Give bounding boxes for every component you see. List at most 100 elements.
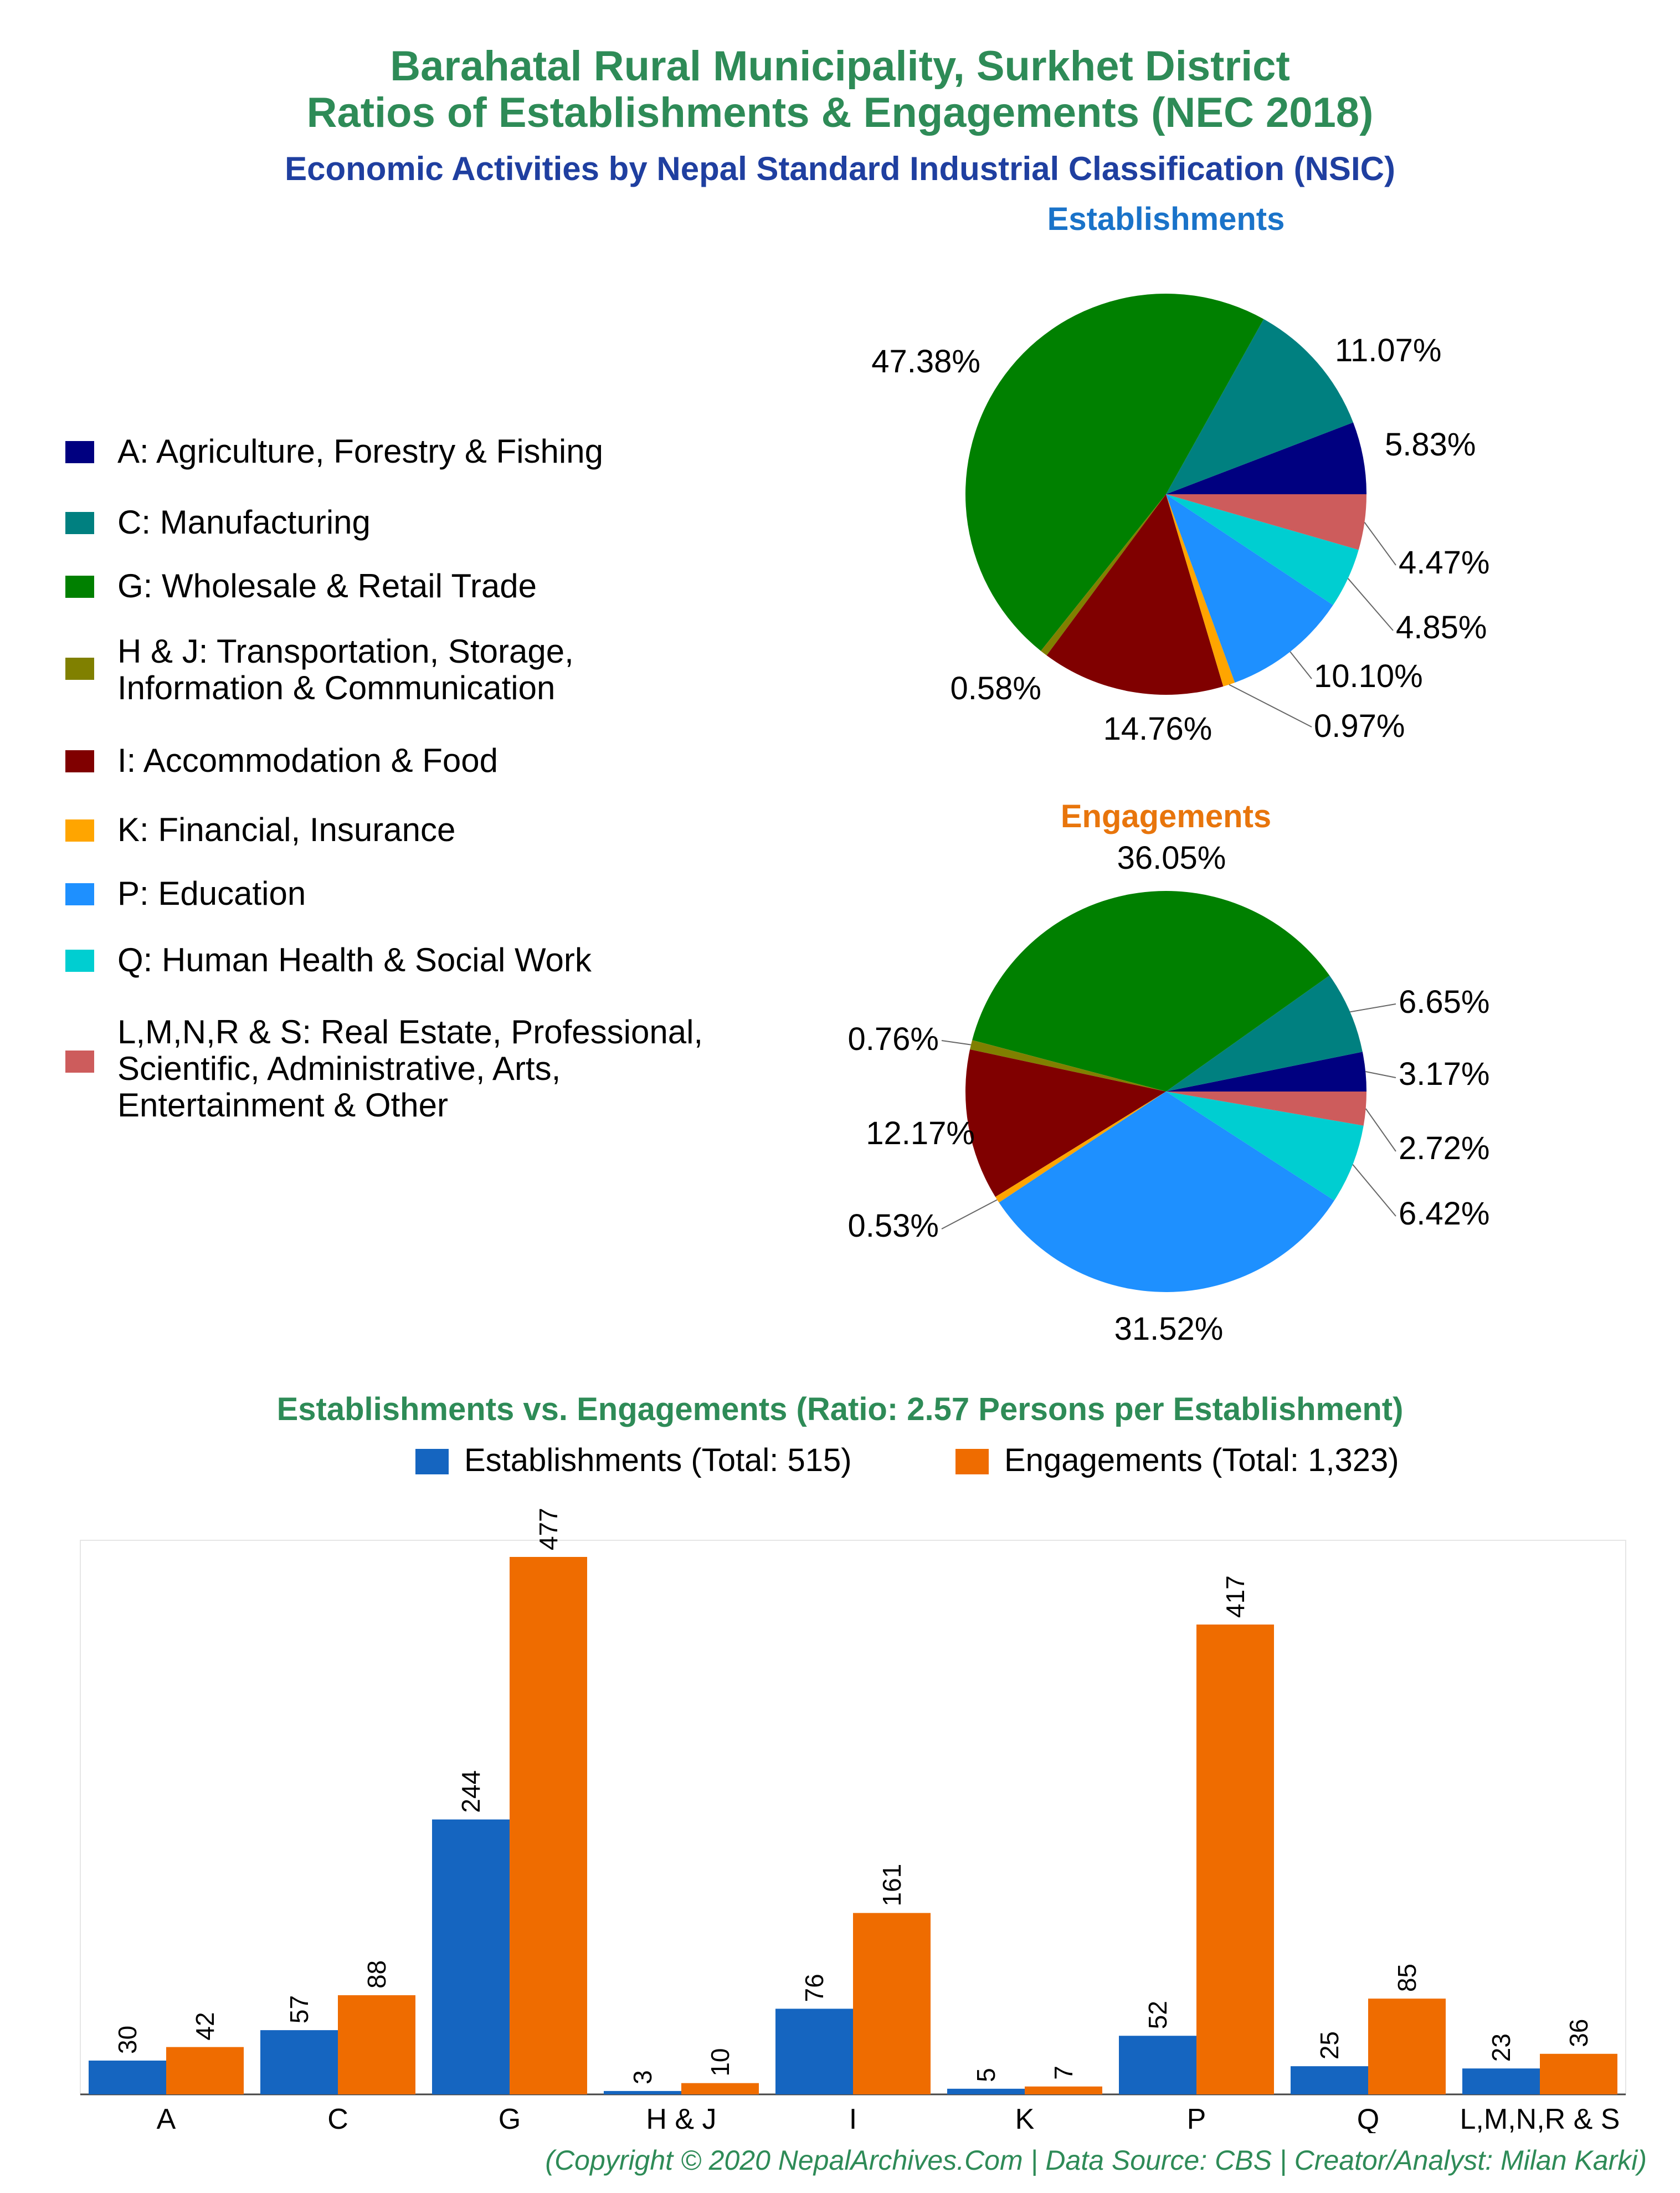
legend-label-hj: H & J: Transportation, Storage, Informat… — [117, 633, 574, 706]
legend-label-lmnrs: L,M,N,R & S: Real Estate, Professional, … — [117, 1013, 703, 1124]
bar-l-m-n-r-s-engagements — [1540, 2053, 1617, 2094]
pie-slice-q — [1166, 1092, 1364, 1201]
x-tick-label-p: P — [1187, 2103, 1206, 2133]
chart-title-line-2: Ratios of Establishments & Engagements (… — [306, 89, 1374, 136]
legend-swatch-q — [65, 950, 94, 972]
bar-value-label-k-establishments: 5 — [972, 2068, 1000, 2082]
pie-leader-line-l-m-n-r-s — [1364, 522, 1396, 566]
bar-value-label-a-engagements: 42 — [191, 2012, 219, 2040]
pie-slice-i — [1046, 494, 1224, 695]
pie-slice-a — [1166, 1052, 1367, 1092]
pie-label-l-m-n-r-s: 4.47% — [1399, 545, 1489, 581]
bar-legend-engagements: Engagements (Total: 1,323) — [955, 1442, 1399, 1479]
bar-value-label-l-m-n-r-s-establishments: 23 — [1487, 2033, 1515, 2062]
legend-swatch-a — [65, 441, 94, 463]
bar-g-establishments — [432, 1819, 510, 2094]
legend-swatch-hj — [65, 658, 94, 680]
bar-q-establishments — [1291, 2066, 1368, 2094]
pie-leader-line-q — [1352, 1164, 1396, 1217]
pie-slice-c — [1166, 319, 1353, 494]
bar-p-engagements — [1196, 1625, 1274, 2094]
pie-leader-line-k — [1229, 684, 1312, 727]
pie-label-l-m-n-r-s: 2.72% — [1399, 1130, 1489, 1166]
pie-slice-g — [965, 293, 1264, 651]
pie-label-k: 0.53% — [848, 1208, 939, 1244]
chart-title-line-1: Barahatal Rural Municipality, Surkhet Di… — [390, 43, 1290, 90]
bar-value-label-h-j-establishments: 3 — [628, 2070, 657, 2084]
legend-label-g: G: Wholesale & Retail Trade — [117, 567, 537, 604]
pie-label-i: 12.17% — [866, 1115, 975, 1151]
bar-chart-title: Establishments vs. Engagements (Ratio: 2… — [276, 1391, 1404, 1427]
bar-value-label-h-j-engagements: 10 — [706, 2048, 734, 2076]
x-tick-label-a: A — [157, 2103, 176, 2133]
pie-label-c: 11.07% — [1335, 332, 1441, 368]
bar-a-engagements — [166, 2047, 244, 2094]
bar-a-establishments — [89, 2060, 166, 2094]
pie-label-a: 3.17% — [1399, 1056, 1489, 1092]
pie-slice-k — [995, 1092, 1166, 1203]
legend-label-a: A: Agriculture, Forestry & Fishing — [117, 433, 603, 470]
bar-value-label-g-engagements: 477 — [534, 1508, 563, 1550]
bar-k-establishments — [947, 2088, 1025, 2094]
bar-c-establishments — [260, 2030, 338, 2094]
legend-swatch-engagements — [955, 1449, 989, 1474]
pie-label-a: 5.83% — [1385, 427, 1476, 463]
legend-label-p: P: Education — [117, 875, 306, 912]
legend-swatch-k — [65, 819, 94, 842]
engagements-pie-chart: 3.17% 6.65% 36.05% 0.76% 12.17% 0.53% 31.52% 6.… — [848, 840, 1490, 1347]
engagements-pie-title: Engagements — [1060, 798, 1272, 834]
pie-slice-p — [1166, 494, 1333, 683]
bar-value-label-q-establishments: 25 — [1315, 2031, 1344, 2059]
pie-slice-k — [1166, 494, 1235, 686]
bar-value-label-k-engagements: 7 — [1049, 2066, 1078, 2080]
pie-label-k: 0.97% — [1314, 708, 1405, 744]
pie-label-q: 6.42% — [1399, 1196, 1489, 1232]
pie-leader-line-l-m-n-r-s — [1365, 1108, 1396, 1152]
legend-swatch-c — [65, 512, 94, 534]
bar-l-m-n-r-s-establishments — [1462, 2068, 1540, 2094]
pie-leader-line-h-j — [941, 1040, 972, 1046]
pie-slice-c — [1166, 975, 1363, 1092]
pie-label-i: 14.76% — [1103, 711, 1213, 747]
pie-label-h-j: 0.76% — [848, 1021, 939, 1057]
pie-label-g: 47.38% — [871, 344, 980, 380]
pie-label-q: 4.85% — [1396, 609, 1487, 645]
bar-value-label-p-establishments: 52 — [1143, 2001, 1172, 2029]
legend-swatch-g — [65, 576, 94, 598]
legend-swatch-establishments — [415, 1449, 449, 1474]
bar-value-label-p-engagements: 417 — [1221, 1575, 1250, 1618]
establishments-pie-chart: 5.83% 11.07% 47.38% 0.58% 14.76% 0.97% 10.10% 4… — [871, 293, 1489, 747]
pie-slice-p — [999, 1092, 1334, 1293]
legend-label-i: I: Accommodation & Food — [117, 742, 499, 779]
bar-i-engagements — [853, 1913, 931, 2094]
bar-p-establishments — [1119, 2036, 1196, 2094]
pie-slice-l-m-n-r-s — [1166, 1092, 1367, 1126]
bar-value-label-c-engagements: 88 — [362, 1960, 391, 1989]
x-tick-label-q: Q — [1357, 2103, 1379, 2133]
bar-value-label-l-m-n-r-s-engagements: 36 — [1564, 2019, 1593, 2047]
legend-label-establishments: Establishments (Total: 515) — [464, 1442, 852, 1478]
x-tick-label-h-j: H & J — [646, 2103, 716, 2133]
copyright-footer: (Copyright © 2020 NepalArchives.Com | Da… — [545, 2145, 1647, 2176]
pie-slice-a — [1166, 422, 1367, 494]
legend-swatch-p — [65, 883, 94, 905]
pie-label-c: 6.65% — [1399, 984, 1489, 1020]
pie-label-g: 36.05% — [1117, 840, 1226, 876]
x-tick-label-l-m-n-r-s: L,M,N,R & S — [1460, 2103, 1620, 2133]
x-tick-label-g: G — [499, 2103, 521, 2133]
bar-g-engagements — [510, 1557, 587, 2094]
establishments-pie-title: Establishments — [1047, 201, 1285, 237]
pie-slice-i — [965, 1049, 1166, 1197]
pie-label-h-j: 0.58% — [951, 670, 1041, 706]
legend-label-engagements: Engagements (Total: 1,323) — [1004, 1442, 1399, 1478]
bar-value-label-q-engagements: 85 — [1393, 1964, 1421, 1992]
bar-k-engagements — [1025, 2086, 1102, 2094]
pie-leader-line-p — [1289, 651, 1312, 679]
bar-c-engagements — [338, 1995, 415, 2094]
bar-h-j-establishments — [604, 2090, 681, 2094]
legend-label-q: Q: Human Health & Social Work — [117, 941, 592, 978]
pie-slice-h-j — [970, 1040, 1166, 1092]
x-tick-label-k: K — [1015, 2103, 1035, 2133]
pie-slice-g — [972, 891, 1330, 1092]
